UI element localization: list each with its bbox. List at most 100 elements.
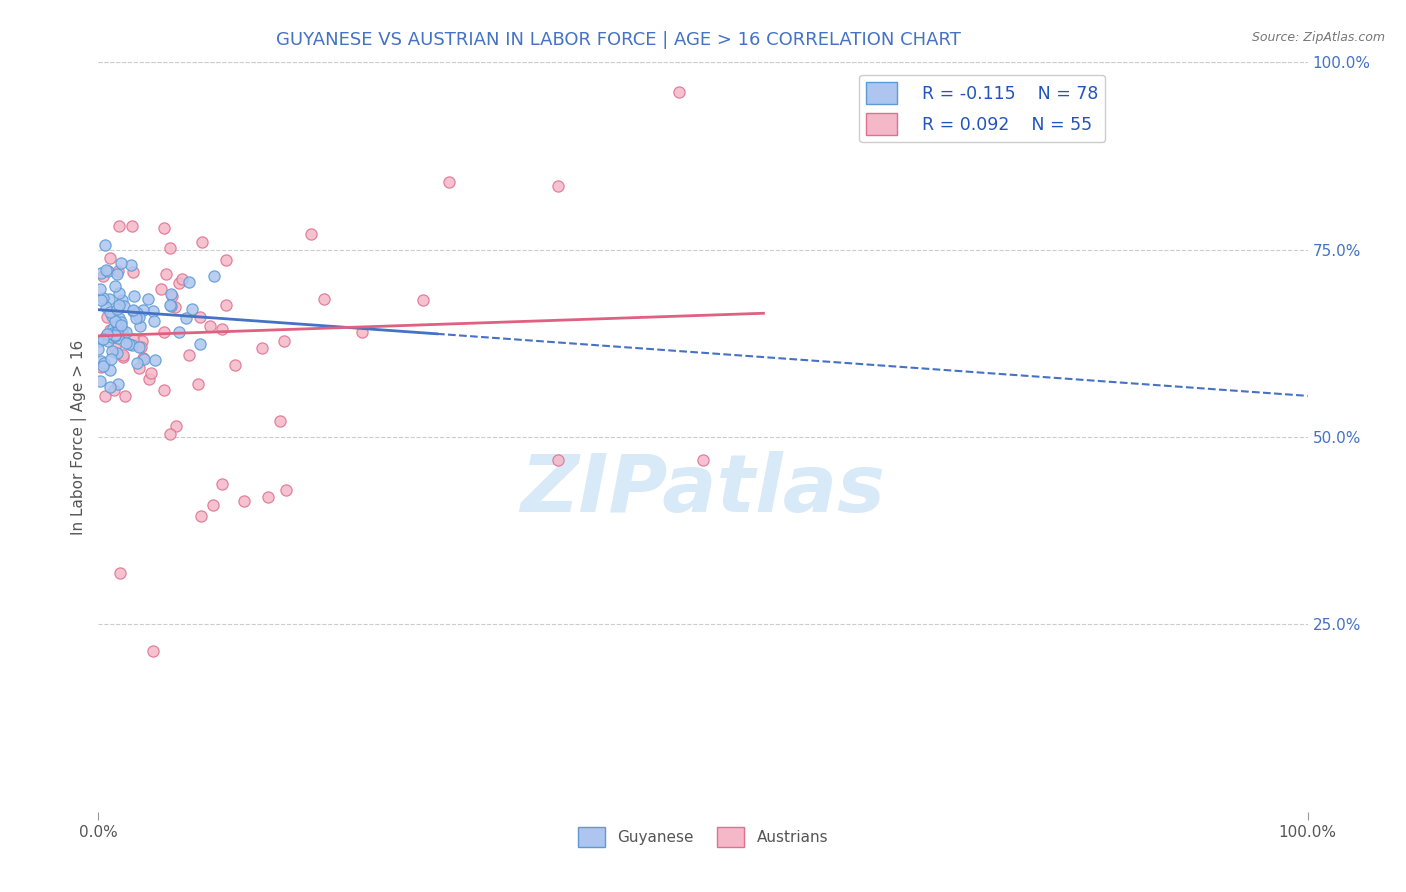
Point [89, 374, 111, 388]
Point [110, 318, 132, 332]
Point [100, 310, 122, 324]
Point [108, 566, 131, 580]
Point [112, 299, 135, 313]
Point [215, 253, 238, 268]
Point [90, 293, 112, 307]
Point [121, 219, 143, 234]
Point [159, 427, 181, 442]
Point [91, 332, 114, 346]
Point [103, 279, 125, 293]
Point [120, 258, 142, 272]
Point [108, 285, 131, 300]
Point [89, 334, 111, 348]
Point [350, 325, 373, 339]
Point [125, 306, 148, 320]
Point [145, 353, 167, 368]
Point [94, 238, 117, 252]
Point [107, 331, 129, 345]
Point [211, 477, 233, 491]
Text: GUYANESE VS AUSTRIAN IN LABOR FORCE | AGE > 16 CORRELATION CHART: GUYANESE VS AUSTRIAN IN LABOR FORCE | AG… [276, 31, 962, 49]
Point [299, 227, 322, 242]
Point [105, 325, 128, 339]
Point [153, 325, 176, 339]
Point [96, 310, 118, 325]
Point [152, 383, 174, 397]
Point [108, 325, 131, 339]
Point [155, 267, 177, 281]
Point [139, 366, 162, 380]
Point [96, 329, 118, 343]
Point [107, 264, 129, 278]
Point [252, 341, 274, 355]
Point [190, 508, 212, 523]
Point [101, 343, 124, 358]
Point [160, 287, 183, 301]
Point [215, 298, 238, 312]
Point [134, 351, 156, 366]
Point [143, 314, 166, 328]
Point [90, 360, 112, 375]
Point [177, 347, 200, 361]
Point [101, 330, 124, 344]
Point [110, 256, 132, 270]
Point [94, 300, 117, 314]
Point [118, 337, 141, 351]
Point [129, 341, 152, 355]
Point [125, 311, 148, 326]
Point [94, 389, 117, 403]
Point [273, 334, 295, 348]
Point [107, 376, 129, 391]
Point [202, 498, 225, 512]
Point [165, 418, 187, 433]
Point [163, 301, 186, 315]
Point [129, 318, 152, 333]
Point [169, 277, 191, 291]
Point [103, 384, 125, 398]
Point [111, 293, 134, 307]
Text: Source: ZipAtlas.com: Source: ZipAtlas.com [1251, 31, 1385, 45]
Point [150, 282, 173, 296]
Point [547, 179, 569, 194]
Point [131, 334, 153, 349]
Point [105, 346, 128, 360]
Point [122, 303, 145, 318]
Point [159, 298, 181, 312]
Point [111, 325, 134, 339]
Point [128, 360, 150, 375]
Point [114, 336, 136, 351]
Point [174, 311, 197, 326]
Point [107, 298, 129, 312]
Point [104, 329, 127, 343]
Point [97, 263, 120, 277]
Point [312, 293, 335, 307]
Point [115, 326, 138, 340]
Point [108, 311, 131, 326]
Point [91, 359, 114, 374]
Point [668, 86, 690, 100]
Point [153, 220, 176, 235]
Point [159, 241, 181, 255]
Point [211, 322, 233, 336]
Point [172, 271, 194, 285]
Point [186, 377, 208, 392]
Point [91, 269, 114, 284]
Point [98, 380, 121, 394]
Point [107, 317, 129, 331]
Point [100, 352, 122, 367]
Point [105, 302, 128, 317]
Point [97, 334, 120, 348]
Point [107, 219, 129, 234]
Point [111, 350, 134, 364]
Point [112, 348, 135, 362]
Point [104, 341, 127, 355]
Point [232, 493, 254, 508]
Point [105, 267, 128, 281]
Point [437, 175, 460, 189]
Point [136, 292, 159, 306]
Point [128, 340, 150, 354]
Point [87, 343, 110, 357]
Point [90, 354, 112, 368]
Point [142, 304, 165, 318]
Point [93, 356, 115, 370]
Point [127, 356, 149, 370]
